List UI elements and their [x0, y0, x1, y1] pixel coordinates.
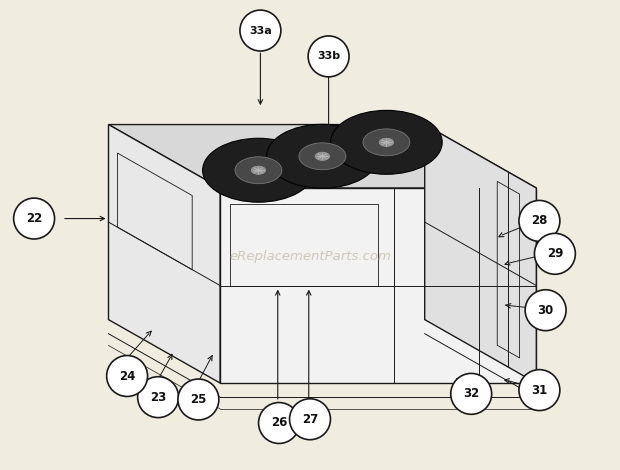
Ellipse shape [267, 125, 378, 188]
Ellipse shape [14, 198, 55, 239]
Text: 31: 31 [531, 384, 547, 397]
Text: 26: 26 [271, 416, 287, 430]
Text: 24: 24 [119, 369, 135, 383]
Text: 27: 27 [302, 413, 318, 426]
Text: 29: 29 [547, 247, 563, 260]
Text: 25: 25 [190, 393, 206, 406]
Text: eReplacementParts.com: eReplacementParts.com [229, 250, 391, 263]
Text: 33b: 33b [317, 51, 340, 62]
Ellipse shape [203, 138, 314, 202]
Ellipse shape [107, 355, 148, 397]
Polygon shape [425, 125, 536, 383]
Ellipse shape [235, 157, 282, 184]
Ellipse shape [451, 373, 492, 415]
Text: 30: 30 [538, 304, 554, 317]
Polygon shape [220, 188, 536, 383]
Polygon shape [108, 125, 220, 383]
Ellipse shape [379, 138, 394, 147]
Ellipse shape [519, 200, 560, 242]
Polygon shape [108, 125, 536, 188]
Ellipse shape [315, 152, 330, 160]
Text: 28: 28 [531, 214, 547, 227]
Ellipse shape [259, 402, 299, 444]
Ellipse shape [363, 129, 410, 156]
Ellipse shape [290, 399, 330, 440]
Text: 32: 32 [463, 387, 479, 400]
Ellipse shape [308, 36, 349, 77]
Ellipse shape [178, 379, 219, 420]
Text: 23: 23 [150, 391, 166, 404]
Ellipse shape [519, 369, 560, 411]
Ellipse shape [299, 143, 346, 170]
Ellipse shape [240, 10, 281, 51]
Ellipse shape [251, 166, 266, 174]
Text: 22: 22 [26, 212, 42, 225]
Ellipse shape [330, 110, 442, 174]
Ellipse shape [525, 290, 566, 331]
Ellipse shape [534, 233, 575, 274]
Ellipse shape [138, 376, 179, 418]
Text: 33a: 33a [249, 25, 272, 36]
